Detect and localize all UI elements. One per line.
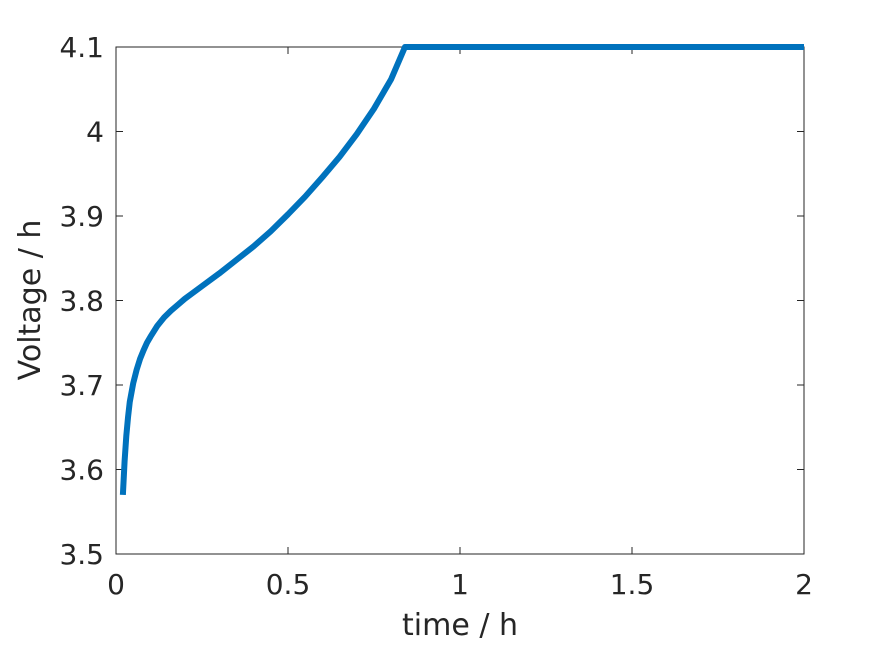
x-tick-label: 1 <box>451 568 469 601</box>
y-axis-label: Voltage / h <box>13 220 48 381</box>
y-tick-label: 3.8 <box>59 285 104 318</box>
x-tick-label: 2 <box>795 568 813 601</box>
y-tick-label: 4.1 <box>59 31 104 64</box>
y-tick-label: 3.6 <box>59 454 104 487</box>
y-tick-label: 3.5 <box>59 538 104 571</box>
series-line <box>119 44 804 496</box>
x-tick-label: 0 <box>107 568 125 601</box>
y-tick-label: 3.9 <box>59 200 104 233</box>
plot-area <box>115 46 805 555</box>
y-tick-label: 4 <box>86 116 104 149</box>
tick-labels: 0 0.5 1 1.5 2 3.5 3.6 3.7 3.8 3.9 4 4.1 <box>59 31 812 601</box>
y-tick-label: 3.7 <box>59 369 104 402</box>
x-tick-label: 1.5 <box>610 568 655 601</box>
x-tick-label: 0.5 <box>266 568 311 601</box>
x-axis-label: time / h <box>402 608 518 643</box>
